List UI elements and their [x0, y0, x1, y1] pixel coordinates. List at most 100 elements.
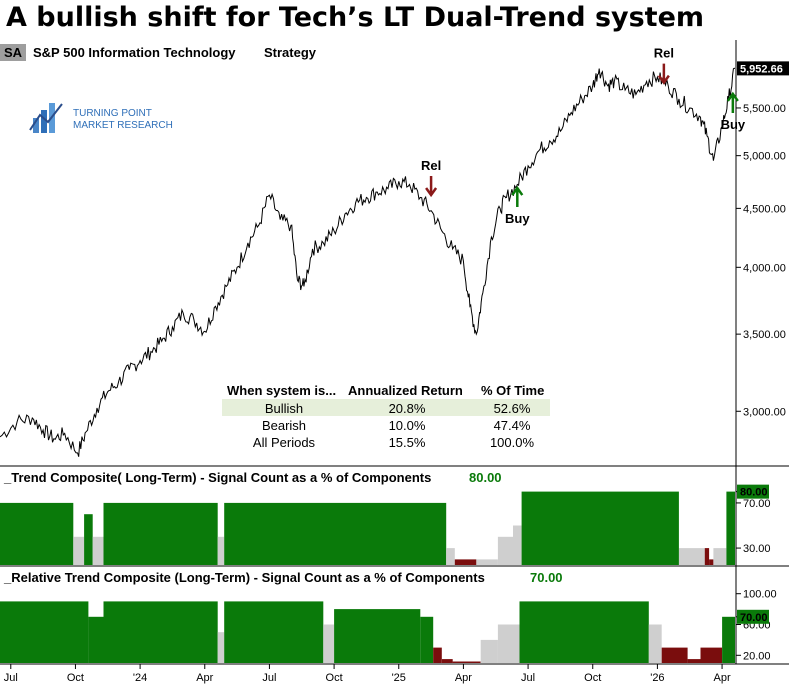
- x-tick-label: Apr: [196, 672, 213, 684]
- composite-bar: [679, 548, 705, 565]
- composite-bar: [441, 659, 453, 663]
- stats-row-time: 47.4%: [494, 418, 531, 433]
- y-tick-label: 4,000.00: [743, 262, 786, 274]
- composite-bar: [334, 609, 421, 663]
- logo-line1: TURNING POINT: [73, 108, 152, 119]
- composite-bar: [497, 624, 520, 663]
- composite-bar: [0, 502, 74, 565]
- stats-table-highlight-row: [222, 399, 550, 416]
- composite-bar: [73, 536, 85, 565]
- composite-bar: [497, 536, 513, 565]
- stats-row-label: Bullish: [265, 401, 303, 416]
- price-y-axis: 3,000.00 3,500.00 4,000.00 4,500.00 5,000.00…: [736, 103, 786, 418]
- composite-bar: [454, 559, 477, 565]
- y-tick-label: 5,500.00: [743, 103, 786, 115]
- composite-bar: [84, 514, 93, 565]
- trend-composite-title: _Trend Composite( Long-Term) - Signal Co…: [3, 470, 431, 485]
- composite-bar: [217, 632, 225, 663]
- stats-header-time: % Of Time: [481, 383, 544, 398]
- composite-bar: [103, 601, 218, 663]
- composite-bar: [513, 525, 522, 565]
- signal-label: Buy: [721, 117, 746, 132]
- composite-bar: [0, 601, 89, 663]
- x-tick-label: Oct: [67, 672, 84, 684]
- y-tick-label: 3,000.00: [743, 406, 786, 418]
- composite-bar: [446, 548, 455, 565]
- stats-header-return: Annualized Return: [348, 383, 463, 398]
- symbol-badge-bg: [0, 44, 26, 61]
- x-tick-label: Jul: [262, 672, 276, 684]
- composite-bar: [687, 659, 701, 663]
- y-tick-label: 100.00: [743, 589, 777, 601]
- relative-trend-composite-title: _Relative Trend Composite (Long-Term) - …: [3, 570, 485, 585]
- strategy-label: Strategy: [264, 45, 317, 60]
- composite-bar: [661, 647, 688, 663]
- down-arrow-icon: [425, 175, 438, 198]
- composite-bar: [103, 502, 218, 565]
- signal-label: Rel: [654, 46, 674, 61]
- signal-annotations: Rel Buy Rel Buy: [421, 46, 746, 226]
- last-value-bg: [737, 61, 789, 76]
- composite-bar: [648, 624, 662, 663]
- composite-bar: [452, 661, 481, 663]
- x-tick-label: Jul: [4, 672, 18, 684]
- composite-bar: [420, 616, 434, 663]
- rel-last-value-label: 70.00: [740, 612, 768, 624]
- sell-signal: Rel: [421, 158, 441, 198]
- composite-bar: [92, 536, 104, 565]
- sell-signal: Rel: [654, 46, 674, 85]
- y-tick-label: 3,500.00: [743, 329, 786, 341]
- x-tick-label: '25: [392, 672, 406, 684]
- chart-title: A bullish shift for Tech’s LT Dual-Trend…: [6, 2, 705, 33]
- composite-bar: [323, 624, 335, 663]
- last-value-label: 5,952.66: [740, 63, 783, 75]
- composite-bar: [704, 548, 710, 565]
- composite-bar: [709, 559, 714, 565]
- y-tick-label: 20.00: [743, 650, 771, 662]
- last-value-tag: 5,952.66: [737, 61, 789, 76]
- signal-label: Buy: [505, 211, 530, 226]
- trend-composite-bars: [0, 491, 735, 565]
- y-tick-label: 30.00: [743, 543, 771, 555]
- composite-bar: [88, 616, 104, 663]
- series-label: S&P 500 Information Technology: [33, 45, 236, 60]
- trend-composite-current-value: 80.00: [469, 470, 502, 485]
- stats-row-return: 15.5%: [389, 435, 426, 450]
- rel-last-value-label-bg: [737, 609, 769, 624]
- stats-table: When system is... Annualized Return % Of…: [222, 383, 550, 450]
- composite-bar: [713, 548, 727, 565]
- down-arrow-icon: [657, 63, 670, 85]
- composite-bar: [217, 536, 225, 565]
- stats-row-label: Bearish: [262, 418, 306, 433]
- logo: TURNING POINT MARKET RESEARCH: [29, 103, 173, 133]
- trend-last-value-label-bg: [737, 484, 769, 499]
- stats-row-return: 10.0%: [389, 418, 426, 433]
- x-tick-label: Apr: [455, 672, 472, 684]
- composite-bar: [722, 616, 735, 663]
- composite-bar: [700, 647, 723, 663]
- logo-bars-icon: [29, 103, 63, 133]
- x-axis: Jul Oct '24 Apr Jul Oct '25 Apr Jul Oct '26 Apr: [4, 664, 731, 684]
- stats-row-time: 100.0%: [490, 435, 535, 450]
- stats-row-label: All Periods: [253, 435, 316, 450]
- x-tick-label: Apr: [714, 672, 731, 684]
- x-tick-label: Oct: [326, 672, 343, 684]
- price-series: [0, 67, 736, 457]
- composite-bar: [224, 502, 447, 565]
- buy-signal: Buy: [721, 91, 746, 132]
- relative-trend-composite-bars: [0, 601, 735, 663]
- composite-bar: [224, 601, 324, 663]
- x-tick-label: '26: [650, 672, 664, 684]
- composite-bar: [476, 559, 498, 565]
- composite-bar: [519, 601, 649, 663]
- x-tick-label: '24: [133, 672, 147, 684]
- composite-bar: [521, 491, 679, 565]
- composite-bar: [433, 647, 442, 663]
- buy-signal: Buy: [505, 185, 530, 226]
- y-tick-label: 70.00: [743, 498, 771, 510]
- price-line: [0, 67, 736, 457]
- stats-row-return: 20.8%: [389, 401, 426, 416]
- up-arrow-icon: [726, 91, 739, 113]
